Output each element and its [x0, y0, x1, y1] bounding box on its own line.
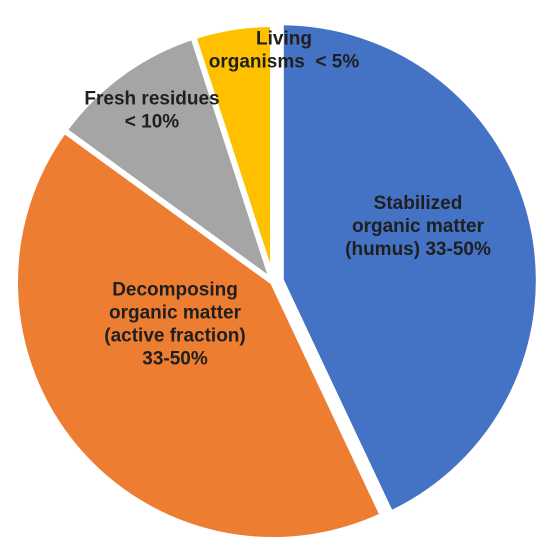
slice-label-line: Decomposing [112, 280, 238, 301]
slice-label-line: 33-50% [142, 349, 208, 370]
pie-labels: Stabilized organic matter (humus) 33-50%De… [84, 29, 491, 370]
slice-label-line: organic matter [109, 303, 242, 324]
slice-label-fresh: Fresh residues < 10% [84, 89, 219, 133]
slice-label-stabilized: Stabilized organic matter (humus) 33-50% [345, 193, 491, 260]
slice-label-line: organic matter [352, 216, 485, 237]
slice-label-line: Fresh residues [84, 89, 219, 110]
pie-slice-decomposing [12, 126, 387, 543]
slice-label-decomposing: Decomposing organic matter (active fractio… [104, 280, 245, 370]
slice-label-line: Living [256, 29, 312, 50]
slice-label-living: Living organisms < 5% [209, 29, 360, 73]
slice-label-line: (active fraction) [104, 326, 245, 347]
pie-slice-fresh [60, 32, 279, 290]
pie-slice-living [189, 20, 276, 283]
slice-label-line: organisms < 5% [209, 52, 360, 73]
slice-label-line: (humus) 33-50% [345, 239, 491, 260]
slice-label-line: Stabilized [374, 193, 463, 214]
slice-label-line: < 10% [125, 112, 180, 133]
pie-slices [12, 19, 542, 543]
pie-slice-stabilized [277, 19, 542, 518]
